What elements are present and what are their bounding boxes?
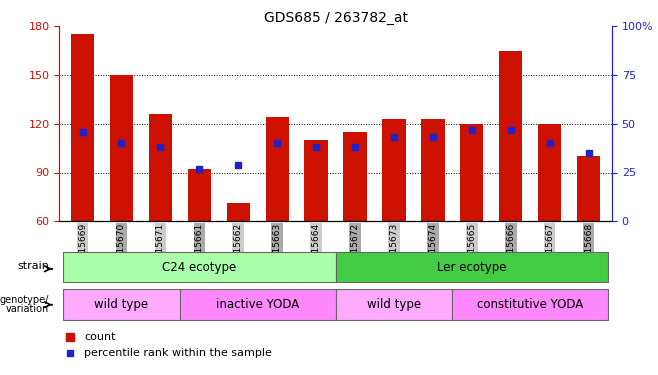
Text: count: count <box>84 332 116 342</box>
Text: wild type: wild type <box>95 298 149 311</box>
Bar <box>266 117 289 221</box>
Text: wild type: wild type <box>367 298 421 311</box>
Text: C24 ecotype: C24 ecotype <box>163 261 236 274</box>
Bar <box>149 114 172 221</box>
Bar <box>305 140 328 221</box>
Bar <box>421 119 445 221</box>
Text: Ler ecotype: Ler ecotype <box>437 261 507 274</box>
Text: constitutive YODA: constitutive YODA <box>477 298 584 311</box>
Bar <box>499 51 522 221</box>
Title: GDS685 / 263782_at: GDS685 / 263782_at <box>264 11 407 25</box>
Bar <box>226 203 250 221</box>
Bar <box>382 119 405 221</box>
Bar <box>71 34 94 221</box>
Bar <box>343 132 367 221</box>
Text: variation: variation <box>6 304 49 315</box>
Bar <box>460 124 484 221</box>
Bar <box>63 252 336 282</box>
Bar <box>63 290 180 320</box>
Text: percentile rank within the sample: percentile rank within the sample <box>84 348 272 358</box>
Bar <box>538 124 561 221</box>
Bar <box>188 169 211 221</box>
Bar <box>336 252 608 282</box>
Text: strain: strain <box>17 261 49 271</box>
Text: inactive YODA: inactive YODA <box>216 298 299 311</box>
Text: genotype/: genotype/ <box>0 295 49 305</box>
Bar <box>180 290 336 320</box>
Bar <box>110 75 133 221</box>
Bar <box>577 156 600 221</box>
Bar <box>452 290 608 320</box>
Bar <box>336 290 452 320</box>
